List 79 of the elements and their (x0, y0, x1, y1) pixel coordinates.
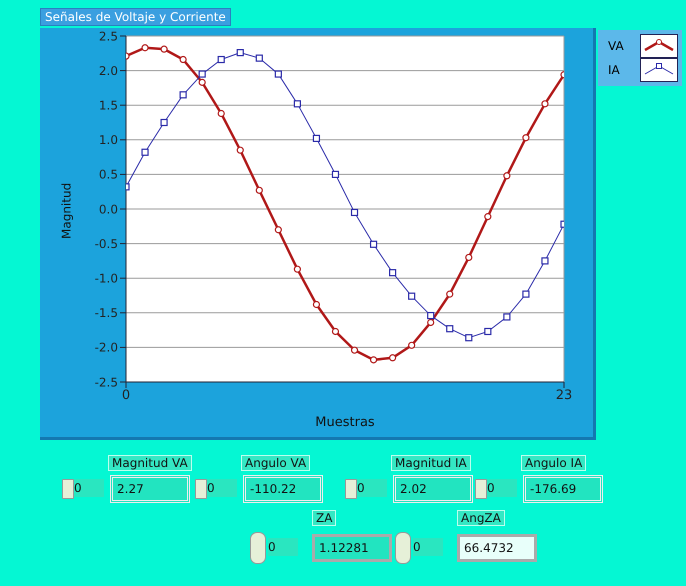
y-tick-label: 2.0 (98, 64, 118, 78)
text: AngZA (457, 510, 505, 526)
chart-title: Señales de Voltaje y Corriente (40, 8, 231, 26)
point (427, 312, 434, 320)
point (408, 342, 416, 349)
point (180, 91, 187, 98)
x-tick-label: 23 (556, 388, 572, 404)
point (446, 325, 454, 332)
y-tick-label: 2.5 (98, 29, 118, 44)
text: -110.22 (243, 475, 323, 503)
point (218, 56, 225, 64)
text: -176.69 (523, 475, 603, 503)
point (256, 186, 263, 194)
point (350, 208, 358, 216)
point (446, 290, 454, 298)
point (484, 328, 492, 336)
point (198, 78, 206, 86)
point (256, 54, 263, 62)
text: 0 (413, 538, 443, 556)
point (198, 70, 206, 78)
point (218, 110, 225, 118)
point (274, 70, 282, 78)
text: 0 (207, 479, 237, 497)
point (312, 300, 320, 308)
point (503, 172, 510, 180)
x-axis-title: Muestras (315, 415, 375, 430)
point (312, 134, 320, 142)
y-tick-label: 1.0 (98, 133, 118, 148)
text: 2.27 (110, 475, 190, 503)
y-tick-label: -1.0 (94, 271, 118, 286)
point (541, 100, 549, 108)
point (141, 148, 149, 156)
text: 2.02 (393, 475, 473, 503)
text: Angulo VA (241, 455, 310, 471)
point (389, 354, 396, 362)
y-tick-label: 0.5 (98, 168, 118, 182)
point (522, 290, 530, 298)
point (160, 46, 168, 53)
point (350, 346, 358, 354)
point (370, 356, 378, 364)
point (522, 134, 530, 142)
y-axis-title: Magnitud (59, 182, 74, 239)
point (141, 44, 149, 52)
text: Magnitud VA (108, 455, 192, 471)
y-tick-label: -2.0 (94, 340, 118, 355)
text: 0 (74, 479, 104, 497)
point (484, 213, 492, 220)
text: 0 (268, 538, 298, 556)
point (332, 328, 340, 336)
point (332, 170, 340, 178)
point (389, 269, 396, 276)
y-tick-label: -2.5 (94, 375, 118, 390)
point (294, 100, 301, 108)
y-tick-label: 0.0 (98, 202, 118, 216)
point (408, 292, 416, 300)
point (503, 313, 510, 321)
point (370, 240, 378, 248)
point (236, 146, 244, 154)
text: 1.12281 (312, 534, 392, 562)
point (465, 254, 472, 262)
point (541, 257, 549, 264)
y-tick-label: -1.5 (94, 306, 118, 320)
y-tick-label: 1.5 (98, 98, 118, 112)
point (160, 118, 168, 126)
text: Angulo IA (521, 455, 586, 471)
point (465, 334, 472, 342)
point (294, 266, 301, 273)
text: 0 (487, 479, 517, 497)
point (274, 226, 282, 234)
text: 0 (357, 479, 387, 497)
point (236, 49, 244, 56)
text: 66.4732 (457, 534, 537, 562)
point (180, 56, 187, 64)
text: ZA (312, 510, 336, 526)
point (427, 318, 434, 326)
legend-label: VA (608, 39, 625, 53)
text: Magnitud IA (391, 455, 471, 471)
legend-label: IA (608, 63, 621, 77)
y-tick-label: -0.5 (94, 236, 118, 251)
